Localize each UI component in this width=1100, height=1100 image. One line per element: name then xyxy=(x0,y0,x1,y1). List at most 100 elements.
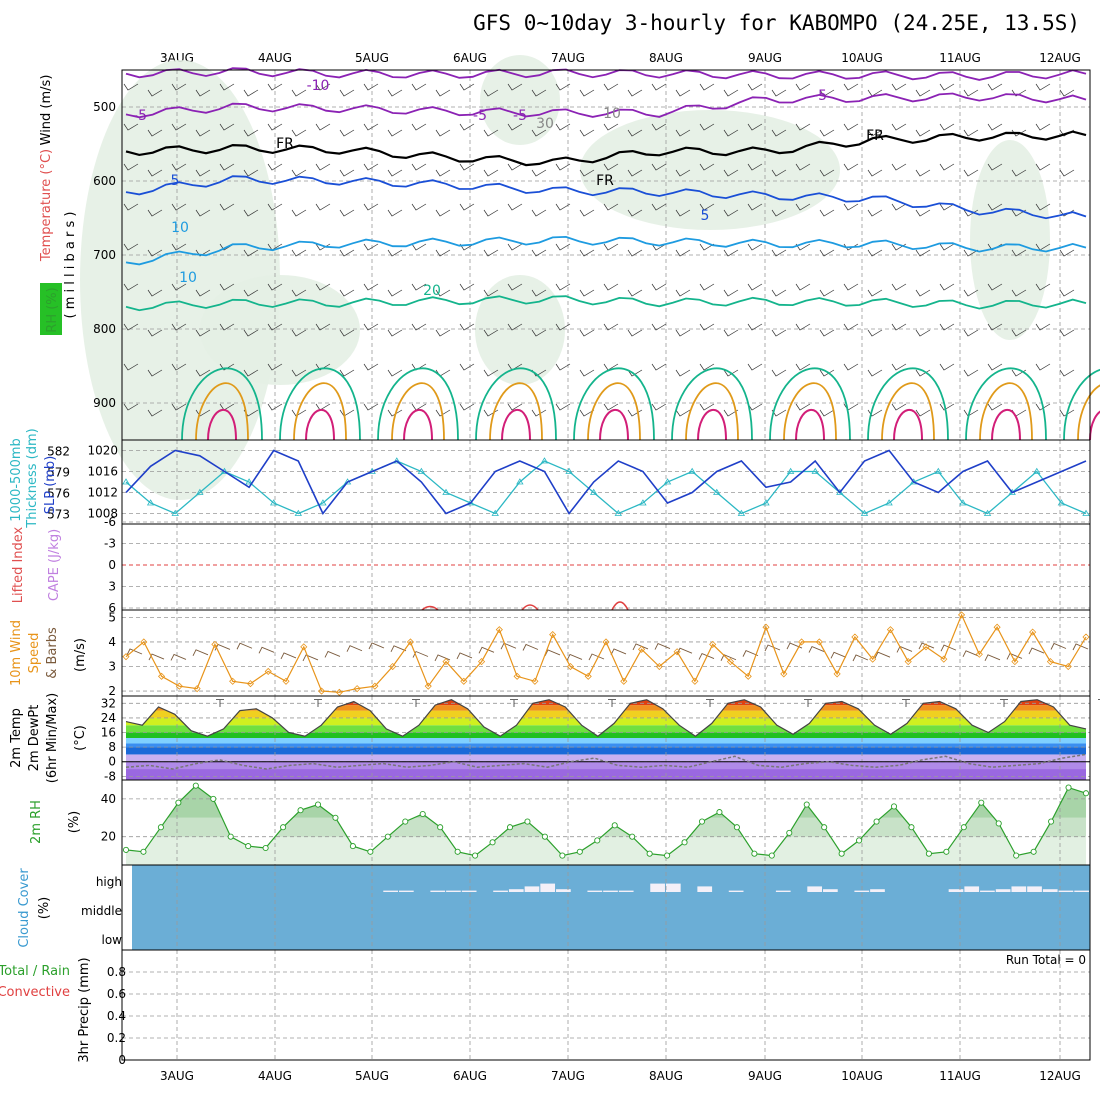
wind-barb xyxy=(675,129,691,137)
wind-barb xyxy=(603,163,619,171)
temperature-axis-title: Temperature (°C) xyxy=(39,149,54,262)
cloud-bar xyxy=(398,890,414,892)
isotherm-loop xyxy=(573,367,655,441)
wind-barb-10m xyxy=(412,650,429,658)
top-date-label: 4AUG xyxy=(258,51,292,65)
minmax-whisker xyxy=(1000,699,1008,707)
wind-barb xyxy=(243,329,259,337)
wind-barb xyxy=(483,369,499,377)
barbs-axis-title: & Barbs xyxy=(45,627,60,679)
wind-barb xyxy=(243,209,259,217)
rh-marker xyxy=(751,850,758,857)
isotherm-loop xyxy=(377,367,459,441)
wind-barb xyxy=(219,323,235,331)
wind-barb xyxy=(987,283,1003,291)
dewpoint-line xyxy=(125,753,1087,770)
wind-barb xyxy=(939,323,955,331)
wind-barb xyxy=(1011,249,1027,257)
wind-barb xyxy=(915,289,931,297)
wind-barb xyxy=(963,209,979,217)
cloud-bar xyxy=(665,883,681,892)
precip-total-label: Total / Rain xyxy=(0,964,70,979)
wind-barb xyxy=(1035,203,1051,211)
isotherm--10 xyxy=(125,67,1087,81)
wind-barb xyxy=(579,329,595,337)
thickness-marker xyxy=(786,467,795,474)
rh-marker xyxy=(978,799,985,806)
lifted-tick-label: -3 xyxy=(104,537,116,551)
minmax-whisker xyxy=(314,699,322,707)
cloud-background xyxy=(132,865,1090,950)
cloud-bar xyxy=(1074,890,1089,892)
rh-marker xyxy=(943,848,950,855)
minmax-whisker xyxy=(902,699,910,707)
temp-band xyxy=(126,761,1086,770)
wind-speed-marker xyxy=(264,667,272,675)
wind-barb xyxy=(723,329,739,337)
rh-shading xyxy=(970,140,1050,340)
cloud-bar xyxy=(948,889,964,892)
wind-barb xyxy=(387,249,403,257)
rh-marker xyxy=(646,850,653,857)
rh-marker xyxy=(664,852,671,859)
wind-barb xyxy=(531,289,547,297)
isotherm-loop xyxy=(475,367,557,441)
wind-barb xyxy=(243,369,259,377)
millibars-axis-title: ( m i l l i b a r s ) xyxy=(63,212,78,319)
axis-title-line: SLP (mb) xyxy=(43,456,58,515)
wind-barb xyxy=(123,323,139,331)
axis-title-line: (°C) xyxy=(73,725,88,751)
wind-barb xyxy=(387,129,403,137)
wind-barb xyxy=(723,169,739,177)
wind-barb xyxy=(171,403,187,411)
wind-barb xyxy=(891,403,907,411)
wind-barb xyxy=(939,163,955,171)
wind-barb xyxy=(843,203,859,211)
wind-barb xyxy=(795,163,811,171)
wind-barb xyxy=(939,283,955,291)
wind-speed-marker xyxy=(389,662,397,671)
thickness-marker xyxy=(417,467,426,474)
wind-barb xyxy=(291,89,307,97)
wind-barb xyxy=(291,209,307,217)
wind-barb xyxy=(723,289,739,297)
wind-speed-marker xyxy=(726,658,735,666)
wind-speed-marker xyxy=(709,640,717,648)
wind-speed-marker xyxy=(815,638,823,646)
axis-title-line: Temperature (°C) xyxy=(39,149,54,262)
contour-label: FR xyxy=(866,128,884,144)
wind-barb xyxy=(651,203,667,211)
rh-marker xyxy=(419,810,426,818)
wind-barb xyxy=(483,289,499,297)
wind-barb xyxy=(627,169,643,177)
wind-barb xyxy=(507,283,523,291)
wind-barb xyxy=(627,289,643,297)
wind-speed-marker xyxy=(1029,628,1037,636)
lifted-tick-label: 0 xyxy=(108,558,116,572)
contour-label: FR xyxy=(596,173,614,189)
wind-barb xyxy=(699,83,715,91)
wind-barb xyxy=(219,123,235,131)
wind-barb xyxy=(963,129,979,137)
pressure-tick-label: 900 xyxy=(93,396,116,410)
wind-barb xyxy=(459,403,475,411)
wind-barb xyxy=(147,249,163,257)
thickness-marker xyxy=(589,488,598,495)
wind-barb xyxy=(363,283,379,291)
wind-barb xyxy=(387,89,403,97)
wind-barb xyxy=(1059,169,1075,177)
top-date-label: 8AUG xyxy=(649,51,683,65)
wind-barb xyxy=(195,369,211,377)
wind-speed-marker xyxy=(371,682,379,690)
cloud-bar xyxy=(446,890,461,892)
temp-tick-label: 32 xyxy=(101,696,116,710)
contour-label: -5 xyxy=(513,108,527,124)
rh-marker xyxy=(472,852,479,859)
contour-label: 30 xyxy=(536,116,554,132)
lifted-panel-frame xyxy=(121,523,1091,611)
rh-marker xyxy=(297,807,304,814)
wind-barb xyxy=(627,129,643,137)
temp-line xyxy=(125,699,1087,737)
wind-speed-marker xyxy=(175,682,183,690)
top-date-axis: 3AUG 4AUG 5AUG 6AUG 7AUG 8AUG 9AUG 10AUG 11AUG 12… xyxy=(160,51,1081,65)
